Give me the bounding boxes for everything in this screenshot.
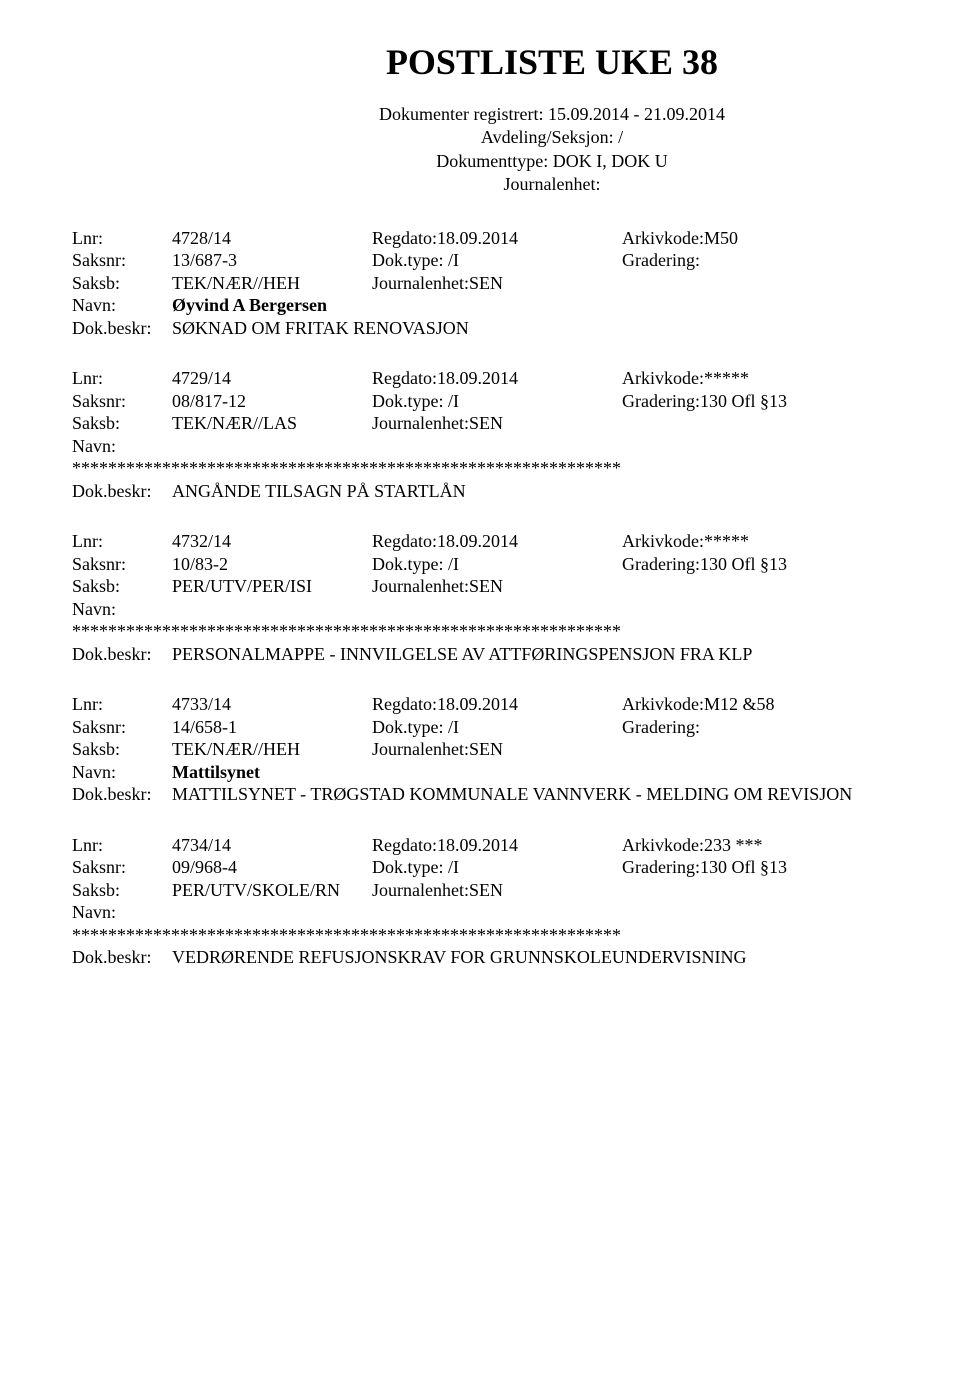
- header-line-3: Dokumenttype: DOK I, DOK U: [72, 150, 960, 173]
- header-line-2: Avdeling/Seksjon: /: [72, 126, 960, 149]
- regdato: Regdato:18.09.2014: [372, 367, 622, 390]
- regdato: Regdato:18.09.2014: [372, 227, 622, 250]
- saksb-value: PER/UTV/SKOLE/RN: [172, 879, 372, 902]
- navn-label: Navn:: [72, 294, 172, 317]
- dokbeskr-label: Dok.beskr:: [72, 783, 172, 806]
- arkivkode: Arkivkode:*****: [622, 367, 960, 390]
- saksnr-label: Saksnr:: [72, 553, 172, 576]
- dokbeskr-label: Dok.beskr:: [72, 946, 172, 969]
- entry: Lnr:4732/14Regdato:18.09.2014Arkivkode:*…: [72, 530, 960, 665]
- navn-label: Navn:: [72, 435, 172, 458]
- dokbeskr-value: PERSONALMAPPE - INNVILGELSE AV ATTFØRING…: [172, 643, 960, 666]
- saksnr-value: 09/968-4: [172, 856, 372, 879]
- dokbeskr-value: ANGÅNDE TILSAGN PÅ STARTLÅN: [172, 480, 960, 503]
- dokbeskr-label: Dok.beskr:: [72, 480, 172, 503]
- lnr-label: Lnr:: [72, 834, 172, 857]
- navn-label: Navn:: [72, 761, 172, 784]
- lnr-label: Lnr:: [72, 367, 172, 390]
- saksb-label: Saksb:: [72, 879, 172, 902]
- redacted-line: ****************************************…: [72, 924, 960, 947]
- gradering: Gradering:: [622, 249, 960, 272]
- saksnr-value: 13/687-3: [172, 249, 372, 272]
- doktype: Dok.type: /I: [372, 553, 622, 576]
- journalenhet: Journalenhet:SEN: [372, 272, 622, 295]
- saksnr-value: 10/83-2: [172, 553, 372, 576]
- arkivkode: Arkivkode:233 ***: [622, 834, 960, 857]
- saksnr-label: Saksnr:: [72, 390, 172, 413]
- navn-label: Navn:: [72, 901, 172, 924]
- saksb-label: Saksb:: [72, 575, 172, 598]
- dokbeskr-value: VEDRØRENDE REFUSJONSKRAV FOR GRUNNSKOLEU…: [172, 946, 960, 969]
- regdato: Regdato:18.09.2014: [372, 693, 622, 716]
- journalenhet: Journalenhet:SEN: [372, 738, 622, 761]
- journalenhet: Journalenhet:SEN: [372, 412, 622, 435]
- saksb-value: PER/UTV/PER/ISI: [172, 575, 372, 598]
- lnr-label: Lnr:: [72, 227, 172, 250]
- saksnr-value: 14/658-1: [172, 716, 372, 739]
- lnr-value: 4728/14: [172, 227, 372, 250]
- lnr-value: 4729/14: [172, 367, 372, 390]
- lnr-label: Lnr:: [72, 693, 172, 716]
- journalenhet: Journalenhet:SEN: [372, 879, 622, 902]
- regdato: Regdato:18.09.2014: [372, 834, 622, 857]
- regdato: Regdato:18.09.2014: [372, 530, 622, 553]
- entries-list: Lnr:4728/14Regdato:18.09.2014Arkivkode:M…: [72, 227, 960, 969]
- doktype: Dok.type: /I: [372, 390, 622, 413]
- saksb-label: Saksb:: [72, 738, 172, 761]
- saksb-label: Saksb:: [72, 272, 172, 295]
- gradering: Gradering:: [622, 716, 960, 739]
- doktype: Dok.type: /I: [372, 856, 622, 879]
- gradering: Gradering:130 Ofl §13: [622, 553, 960, 576]
- redacted-line: ****************************************…: [72, 457, 960, 480]
- saksnr-value: 08/817-12: [172, 390, 372, 413]
- dokbeskr-value: MATTILSYNET - TRØGSTAD KOMMUNALE VANNVER…: [172, 783, 960, 806]
- navn-value: Øyvind A Bergersen: [172, 294, 327, 317]
- saksb-label: Saksb:: [72, 412, 172, 435]
- lnr-value: 4732/14: [172, 530, 372, 553]
- journalenhet: Journalenhet:SEN: [372, 575, 622, 598]
- entry: Lnr:4729/14Regdato:18.09.2014Arkivkode:*…: [72, 367, 960, 502]
- saksb-value: TEK/NÆR//LAS: [172, 412, 372, 435]
- navn-label: Navn:: [72, 598, 172, 621]
- arkivkode: Arkivkode:M12 &58: [622, 693, 960, 716]
- gradering: Gradering:130 Ofl §13: [622, 856, 960, 879]
- entry: Lnr:4728/14Regdato:18.09.2014Arkivkode:M…: [72, 227, 960, 340]
- header-line-1: Dokumenter registrert: 15.09.2014 - 21.0…: [72, 103, 960, 126]
- saksnr-label: Saksnr:: [72, 249, 172, 272]
- navn-value: Mattilsynet: [172, 761, 260, 784]
- header-line-4: Journalenhet:: [72, 173, 960, 196]
- dokbeskr-value: SØKNAD OM FRITAK RENOVASJON: [172, 317, 960, 340]
- arkivkode: Arkivkode:*****: [622, 530, 960, 553]
- redacted-line: ****************************************…: [72, 620, 960, 643]
- entry: Lnr:4733/14Regdato:18.09.2014Arkivkode:M…: [72, 693, 960, 806]
- doktype: Dok.type: /I: [372, 716, 622, 739]
- lnr-value: 4733/14: [172, 693, 372, 716]
- saksnr-label: Saksnr:: [72, 856, 172, 879]
- header-block: Dokumenter registrert: 15.09.2014 - 21.0…: [72, 103, 960, 197]
- doktype: Dok.type: /I: [372, 249, 622, 272]
- entry: Lnr:4734/14Regdato:18.09.2014Arkivkode:2…: [72, 834, 960, 969]
- lnr-value: 4734/14: [172, 834, 372, 857]
- lnr-label: Lnr:: [72, 530, 172, 553]
- page-title: POSTLISTE UKE 38: [72, 40, 960, 85]
- saksb-value: TEK/NÆR//HEH: [172, 738, 372, 761]
- saksb-value: TEK/NÆR//HEH: [172, 272, 372, 295]
- saksnr-label: Saksnr:: [72, 716, 172, 739]
- gradering: Gradering:130 Ofl §13: [622, 390, 960, 413]
- dokbeskr-label: Dok.beskr:: [72, 643, 172, 666]
- arkivkode: Arkivkode:M50: [622, 227, 960, 250]
- dokbeskr-label: Dok.beskr:: [72, 317, 172, 340]
